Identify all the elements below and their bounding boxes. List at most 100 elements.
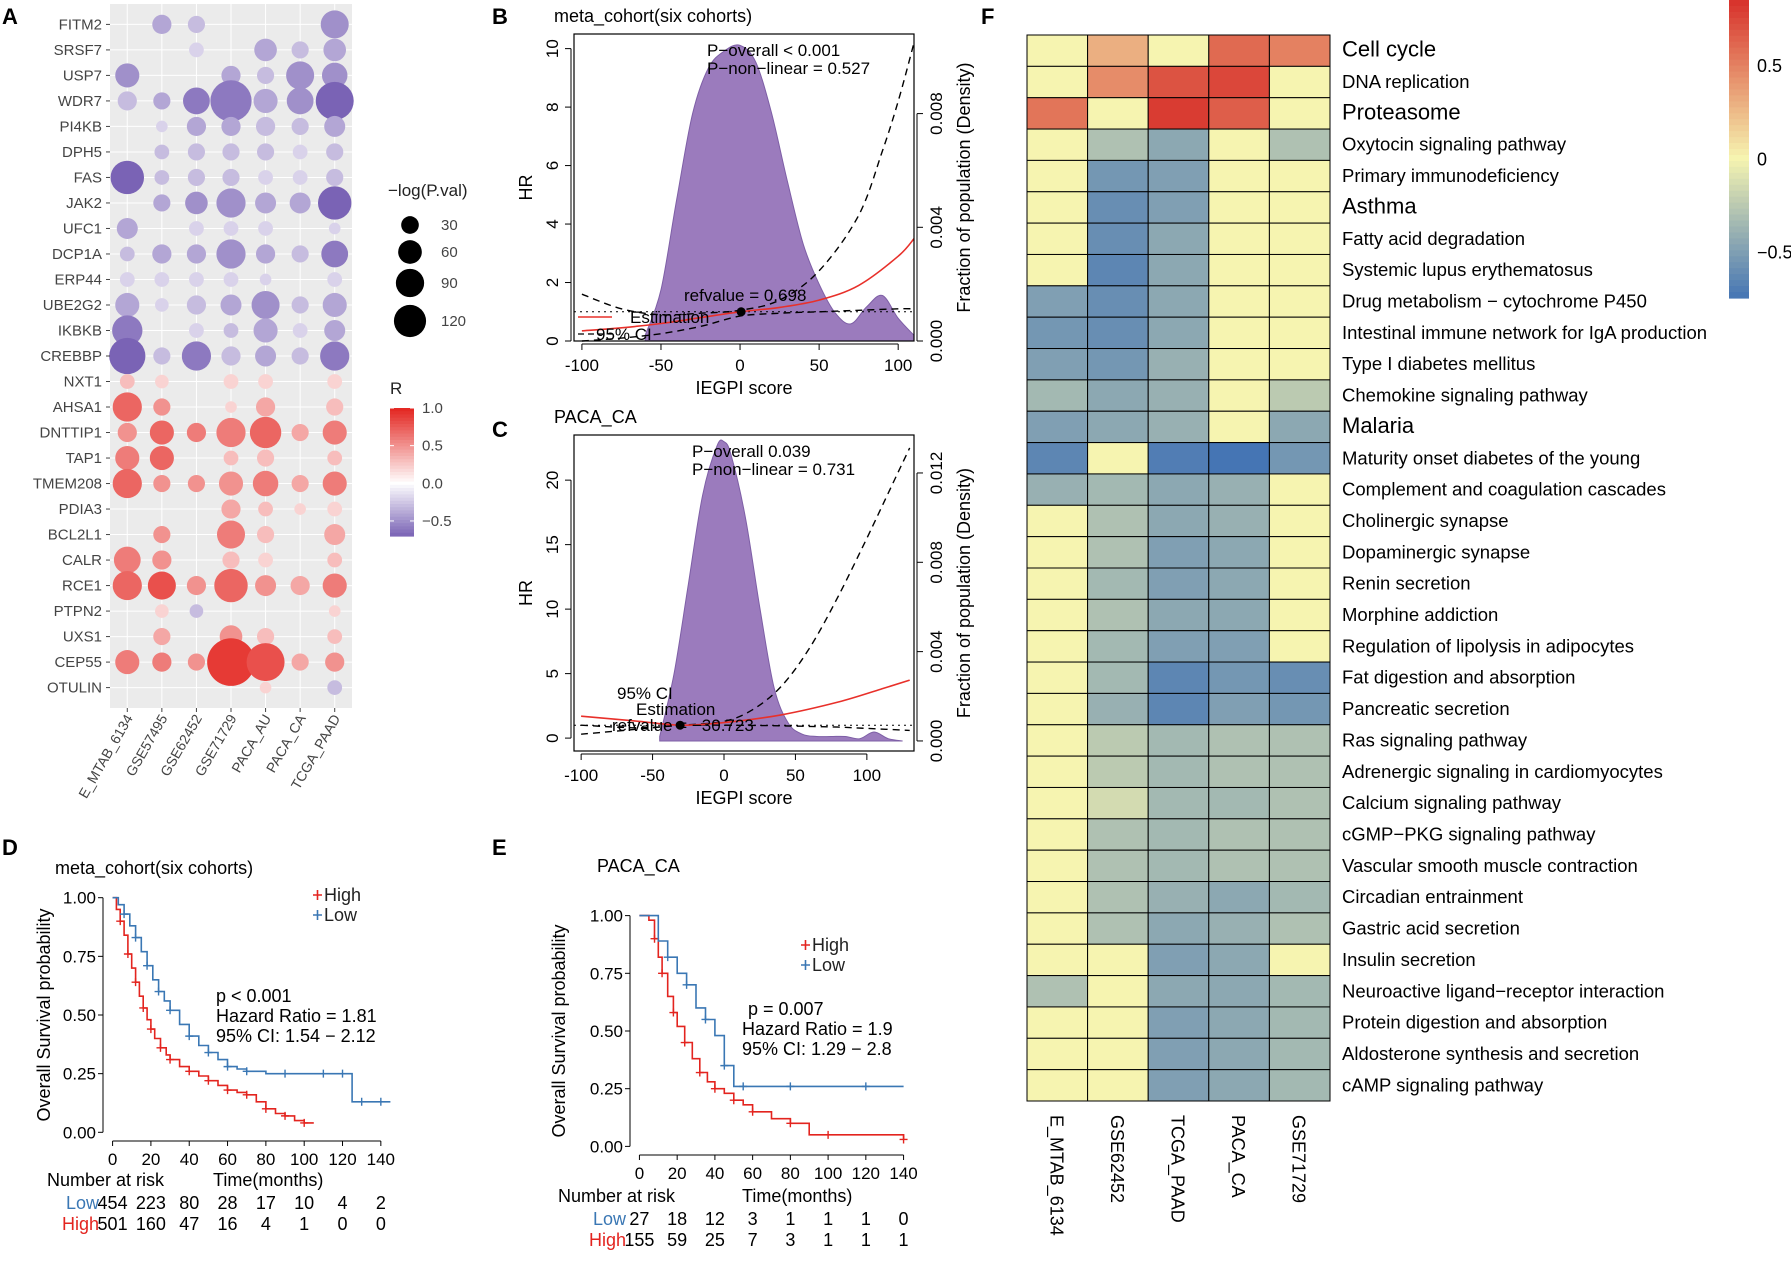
heatmap-cell [1147,97,1210,130]
heatmap-cell [1087,912,1149,945]
heatmap-cell [1026,316,1089,350]
gene-label: DNTTIP1 [39,425,102,442]
rcs-frame [573,434,915,752]
heatmap-cell [1268,191,1331,224]
dot-point [116,217,138,239]
heatmap-cell [1087,222,1149,255]
color-legend-band [390,481,414,486]
risk-count: 16 [218,1214,238,1234]
km-stat: 95% CI: 1.29 − 2.8 [742,1039,892,1059]
dot-point [327,552,343,568]
heatmap-cell [1147,285,1210,318]
pathway-label: Proteasome [1342,99,1461,124]
heatmap-cell [1087,630,1149,663]
x-tick-label: 0 [735,356,744,375]
heatmap-cell [1087,598,1149,632]
pathway-label: Malaria [1342,413,1415,438]
dot-point [291,347,309,365]
heatmap-cell [1147,881,1210,914]
pathway-label: Primary immunodeficiency [1342,165,1560,186]
risk-count: 25 [705,1230,725,1250]
color-legend-band [390,449,414,454]
heatmap-legend-band [1729,107,1749,114]
x-tick-label: 0 [635,1164,644,1183]
heatmap-cell [1147,692,1210,726]
risk-count: 12 [705,1209,725,1229]
dot-point [220,294,242,316]
dot-point [152,244,172,264]
y2-tick-label: 0.004 [927,206,946,249]
dot-point [186,295,207,315]
censor-mark [682,980,691,989]
color-legend-band [390,529,414,534]
heatmap-cell [1087,943,1149,977]
pathway-label: Regulation of lipolysis in adipocytes [1342,635,1634,656]
censor-mark [861,1082,870,1091]
gene-label: PDIA3 [59,501,102,518]
heatmap-cell [1026,222,1089,255]
heatmap-cell [1268,786,1331,820]
heatmap-legend-band [1729,268,1749,275]
ref-point [736,307,746,317]
heatmap-cell [1026,34,1089,67]
risk-count: 17 [256,1193,276,1213]
dot-point [289,192,311,214]
heatmap-cell [1208,661,1270,694]
heatmap-cell [1147,818,1210,851]
heatmap-cell [1268,724,1331,757]
heatmap-legend-band [1729,172,1749,180]
censor-mark [154,987,163,996]
censor-mark [223,1062,232,1071]
x-tick-label: 120 [852,1164,880,1183]
dot-point [323,38,347,62]
pathway-label: Fatty acid degradation [1342,228,1525,249]
heatmap-cell [1208,65,1270,99]
x-tick-label: 100 [290,1150,318,1169]
size-legend-dot [395,268,425,298]
heatmap-legend-band [1729,17,1749,25]
y-tick-label: 20 [543,471,562,490]
heatmap-legend-band [1729,11,1749,19]
heatmap-cell [1026,285,1089,318]
dot-point [222,168,240,187]
risk-count: 4 [338,1193,348,1213]
dot-point [119,374,135,389]
dot-point [315,81,354,120]
heatmap-cell [1208,379,1270,412]
pathway-label: Insulin secretion [1342,949,1476,970]
p-overall-label: P−overall < 0.001 [707,41,840,60]
dot-point [214,568,248,603]
dot-point [317,186,352,220]
gene-label: AHSA1 [53,399,102,416]
refvalue-label: refvalue = 0.698 [684,286,806,305]
heatmap-cell [1087,253,1149,287]
dot-point [222,551,240,569]
risk-table-title: Number at risk [558,1186,676,1206]
heatmap-cell [1026,1069,1089,1102]
color-legend-label: 0.5 [422,438,443,455]
dot-point [255,116,276,137]
heatmap-cell [1026,661,1089,694]
y-tick-label: 0.25 [590,1080,623,1099]
gene-label: PI4KB [59,118,102,135]
dot-point [292,170,308,185]
dot-point [186,575,207,596]
dot-point [294,503,306,515]
pathway-label: Drug metabolism − cytochrome P450 [1342,291,1647,312]
dot-point [153,627,171,646]
p-overall-label: P−overall 0.039 [692,442,811,461]
heatmap-cell [1026,128,1089,161]
risk-count: 4 [261,1214,271,1234]
dot-point [291,296,309,314]
risk-row-label-low: Low [66,1193,100,1213]
pathway-label: Morphine addiction [1342,604,1498,625]
heatmap-cell [1026,1006,1089,1039]
ci-lower-line [581,308,915,342]
heatmap-legend-label: 0 [1757,149,1767,169]
heatmap-legend-band [1729,119,1749,126]
heatmap-cell [1147,379,1210,412]
dot-point [155,604,169,618]
dot-point [153,398,171,416]
heatmap-cell [1026,630,1089,663]
dot-point [259,273,272,286]
